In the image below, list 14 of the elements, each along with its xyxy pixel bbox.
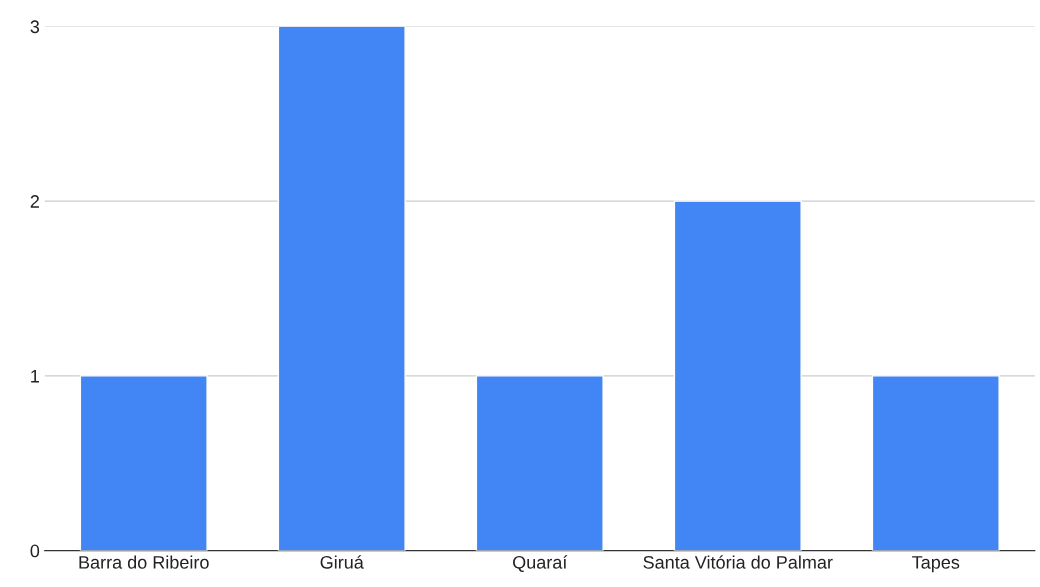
x-tick-label: Quaraí: [513, 555, 568, 572]
bar: [79, 375, 208, 551]
bar: [277, 26, 406, 551]
bar: [871, 375, 1000, 551]
x-tick-label: Santa Vitória do Palmar: [643, 555, 833, 569]
y-tick-label: 0: [30, 544, 40, 558]
y-tick-label: 3: [30, 20, 40, 34]
bar: [475, 375, 604, 551]
y-tick-label: 2: [30, 195, 39, 208]
x-tick-label: Tapes: [912, 556, 960, 573]
x-tick-label: Giruá: [320, 555, 364, 569]
y-tick-label: 1: [31, 370, 39, 383]
bar: [673, 200, 802, 551]
x-tick-label: Barra do Ribeiro: [79, 555, 209, 569]
